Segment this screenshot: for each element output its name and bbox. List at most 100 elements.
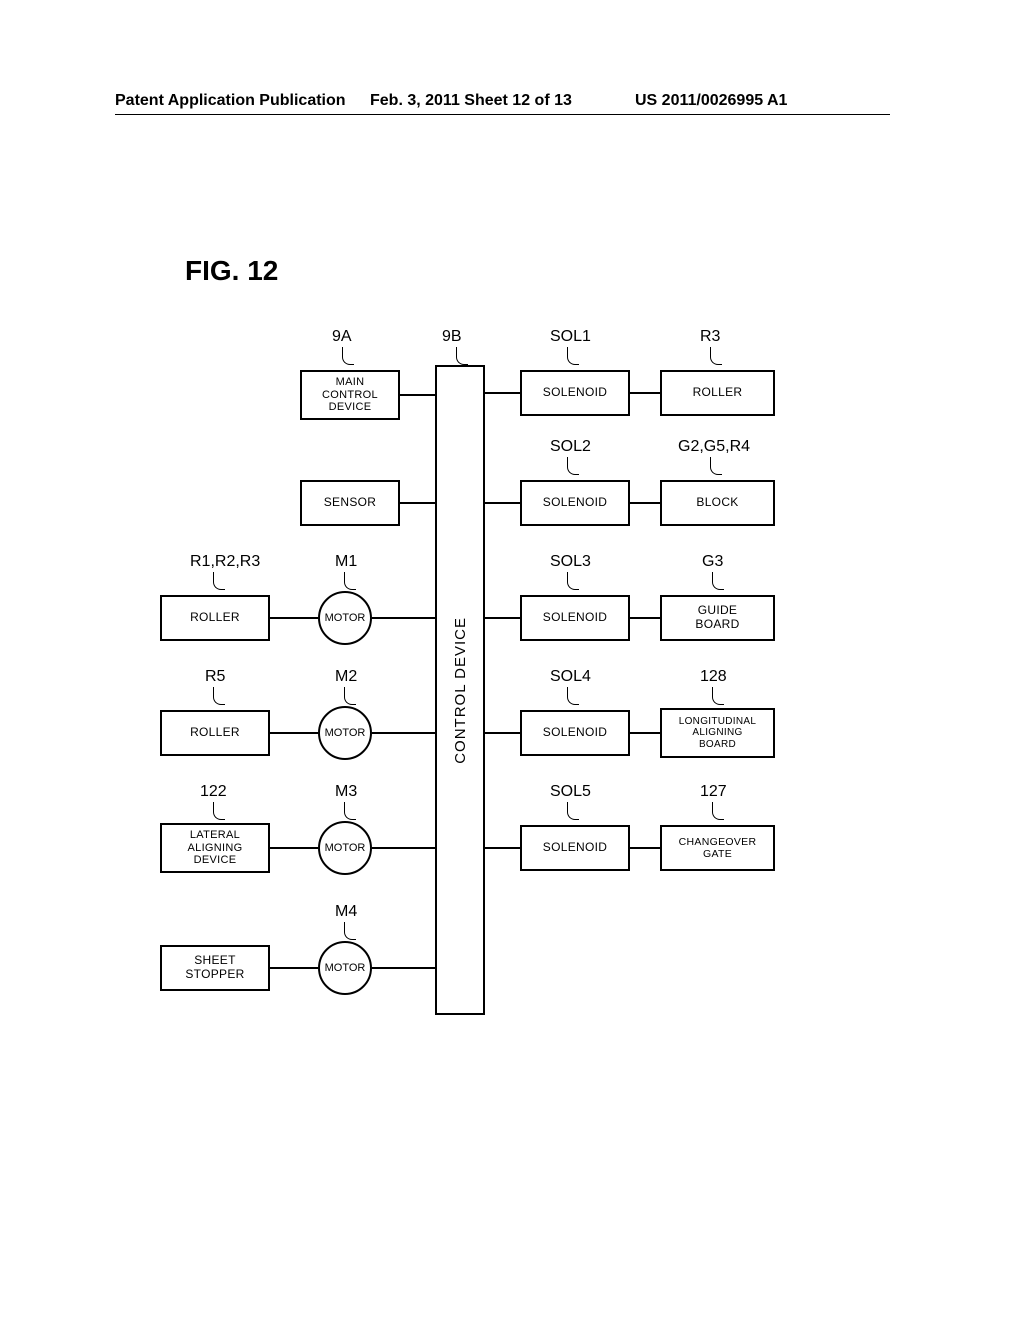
main-control-line (400, 394, 435, 396)
m4-lead (344, 922, 356, 940)
sol2-line-r (630, 502, 660, 504)
m1-circle: MOTOR (318, 591, 372, 645)
stopper-text: SHEET STOPPER (185, 954, 244, 982)
m2-lead (344, 687, 356, 705)
m3-lead (344, 802, 356, 820)
sol3-line-l (485, 617, 520, 619)
m2-circle: MOTOR (318, 706, 372, 760)
sol2-line-l (485, 502, 520, 504)
roller1-box: ROLLER (160, 595, 270, 641)
sol2-box: SOLENOID (520, 480, 630, 526)
sol3-box: SOLENOID (520, 595, 630, 641)
sensor-box: SENSOR (300, 480, 400, 526)
roller2-box: ROLLER (160, 710, 270, 756)
lateral-lead (213, 802, 225, 820)
block-lead (710, 457, 722, 475)
m2-ref: M2 (335, 668, 357, 686)
sol5-ref: SOL5 (550, 783, 591, 801)
control-device-lead (456, 347, 468, 365)
gate-text: CHANGEOVER GATE (679, 836, 757, 860)
sol3-text: SOLENOID (543, 611, 607, 625)
longalign-lead (712, 687, 724, 705)
header-right: US 2011/0026995 A1 (635, 92, 787, 110)
sol4-box: SOLENOID (520, 710, 630, 756)
m4-circle: MOTOR (318, 941, 372, 995)
guide-box: GUIDE BOARD (660, 595, 775, 641)
sol5-line-r (630, 847, 660, 849)
stopper-line (270, 967, 318, 969)
lateral-ref: 122 (200, 783, 227, 801)
sol1-text: SOLENOID (543, 386, 607, 400)
m1-line (372, 617, 435, 619)
lateral-box: LATERAL ALIGNING DEVICE (160, 823, 270, 873)
roller-r3-ref: R3 (700, 328, 720, 346)
main-control-text: MAIN CONTROL DEVICE (322, 376, 378, 414)
sol2-text: SOLENOID (543, 496, 607, 510)
sol1-ref: SOL1 (550, 328, 591, 346)
main-control-box: MAIN CONTROL DEVICE (300, 370, 400, 420)
roller-r3-text: ROLLER (693, 386, 743, 400)
sensor-line (400, 502, 435, 504)
sol2-lead (567, 457, 579, 475)
gate-ref: 127 (700, 783, 727, 801)
guide-text: GUIDE BOARD (695, 604, 739, 632)
sol1-line-r (630, 392, 660, 394)
control-device-label: CONTROL DEVICE (452, 617, 469, 764)
m1-text: MOTOR (325, 612, 366, 624)
main-control-lead (342, 347, 354, 365)
sol5-line-l (485, 847, 520, 849)
sol3-lead (567, 572, 579, 590)
roller1-text: ROLLER (190, 611, 240, 625)
guide-lead (712, 572, 724, 590)
roller2-lead (213, 687, 225, 705)
sol1-lead (567, 347, 579, 365)
roller1-lead (213, 572, 225, 590)
guide-ref: G3 (702, 553, 723, 571)
block-diagram: CONTROL DEVICE 9B 9A MAIN CONTROL DEVICE… (0, 320, 1024, 1050)
header-mid: Feb. 3, 2011 Sheet 12 of 13 (370, 92, 572, 110)
stopper-box: SHEET STOPPER (160, 945, 270, 991)
roller1-line (270, 617, 318, 619)
longalign-ref: 128 (700, 668, 727, 686)
m1-ref: M1 (335, 553, 357, 571)
sol4-line-r (630, 732, 660, 734)
control-device-box: CONTROL DEVICE (435, 365, 485, 1015)
main-control-ref: 9A (332, 328, 352, 346)
m4-text: MOTOR (325, 962, 366, 974)
sol5-text: SOLENOID (543, 841, 607, 855)
sol1-box: SOLENOID (520, 370, 630, 416)
roller2-ref: R5 (205, 668, 225, 686)
block-ref: G2,G5,R4 (678, 438, 750, 456)
control-device-ref: 9B (442, 328, 462, 346)
block-text: BLOCK (696, 496, 738, 510)
gate-box: CHANGEOVER GATE (660, 825, 775, 871)
m4-ref: M4 (335, 903, 357, 921)
sol4-ref: SOL4 (550, 668, 591, 686)
figure-label: FIG. 12 (185, 255, 278, 287)
roller2-text: ROLLER (190, 726, 240, 740)
sol4-lead (567, 687, 579, 705)
sensor-text: SENSOR (324, 496, 376, 510)
header-left: Patent Application Publication (115, 92, 346, 110)
block-box: BLOCK (660, 480, 775, 526)
m4-line (372, 967, 435, 969)
sol1-line-l (485, 392, 520, 394)
header-rule (115, 114, 890, 115)
sol2-ref: SOL2 (550, 438, 591, 456)
roller2-line (270, 732, 318, 734)
sol5-box: SOLENOID (520, 825, 630, 871)
longalign-text: LONGITUDINAL ALIGNING BOARD (679, 716, 757, 751)
sol4-line-l (485, 732, 520, 734)
gate-lead (712, 802, 724, 820)
m3-ref: M3 (335, 783, 357, 801)
m2-line (372, 732, 435, 734)
m1-lead (344, 572, 356, 590)
longalign-box: LONGITUDINAL ALIGNING BOARD (660, 708, 775, 758)
roller1-ref: R1,R2,R3 (190, 553, 260, 571)
lateral-line (270, 847, 318, 849)
m2-text: MOTOR (325, 727, 366, 739)
sol3-ref: SOL3 (550, 553, 591, 571)
m3-circle: MOTOR (318, 821, 372, 875)
m3-line (372, 847, 435, 849)
lateral-text: LATERAL ALIGNING DEVICE (188, 829, 243, 867)
